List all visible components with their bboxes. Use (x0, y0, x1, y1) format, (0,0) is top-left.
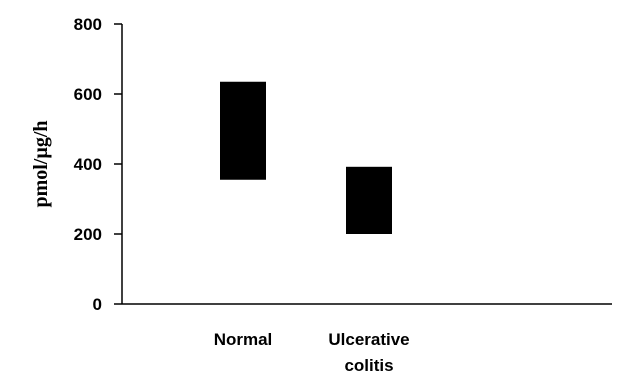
y-tick-label: 800 (74, 15, 102, 34)
x-category-label: colitis (344, 356, 393, 375)
y-tick-label: 400 (74, 155, 102, 174)
bar-2 (346, 166, 392, 234)
x-category-label: Ulcerative (328, 330, 409, 349)
bars (220, 81, 392, 234)
y-tick-label: 200 (74, 225, 102, 244)
y-ticks: 0 200 400 600 800 (74, 15, 122, 314)
y-tick-label: 600 (74, 85, 102, 104)
axes (121, 24, 612, 305)
y-tick-label: 0 (93, 295, 102, 314)
x-category-label: Normal (214, 330, 273, 349)
y-axis-label: pmol/µg/h (30, 120, 52, 207)
bar-1 (220, 81, 266, 180)
x-categories: Normal Ulcerative colitis (214, 330, 410, 375)
